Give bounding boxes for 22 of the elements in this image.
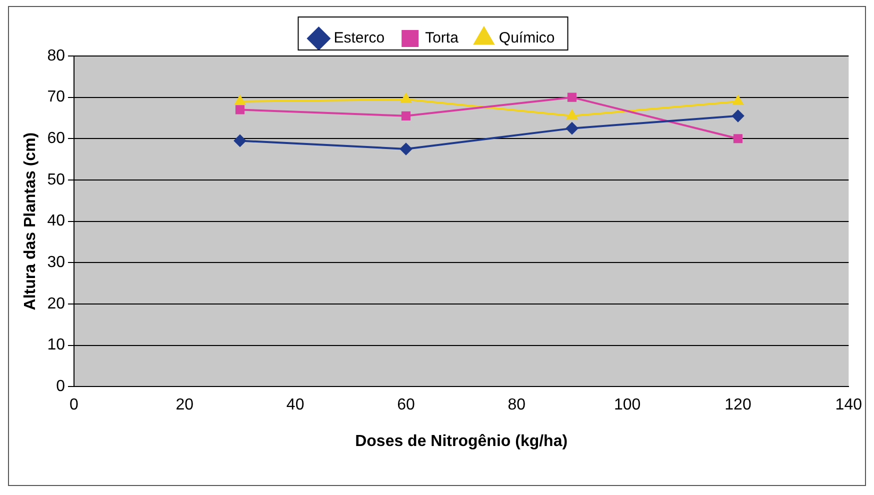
y-tick-label: 20 (47, 295, 66, 312)
y-tick-label: 60 (47, 130, 66, 148)
legend-label: Químico (498, 30, 555, 47)
y-tick-label: 0 (56, 378, 66, 396)
x-tick-label: 0 (70, 396, 79, 414)
legend-label: Torta (425, 30, 460, 47)
x-tick-label: 80 (508, 396, 526, 414)
y-tick-label: 30 (47, 254, 66, 272)
x-tick-label: 100 (614, 396, 641, 414)
x-tick-label: 120 (724, 396, 752, 414)
y-tick-label: 10 (47, 336, 66, 354)
y-tick-label: 40 (47, 212, 66, 230)
legend-label: Esterco (334, 30, 385, 47)
x-axis-title: Doses de Nitrogênio (kg/ha) (355, 432, 568, 450)
y-tick-label: 50 (47, 171, 66, 188)
x-tick-label: 140 (835, 396, 862, 414)
x-tick-label: 60 (397, 396, 415, 414)
x-tick-label: 40 (286, 396, 304, 414)
y-tick-label: 70 (47, 88, 66, 106)
x-tick-label: 20 (176, 396, 194, 414)
y-axis-title: Altura das Plantas (cm) (22, 132, 40, 310)
y-tick-label: 80 (47, 47, 66, 64)
